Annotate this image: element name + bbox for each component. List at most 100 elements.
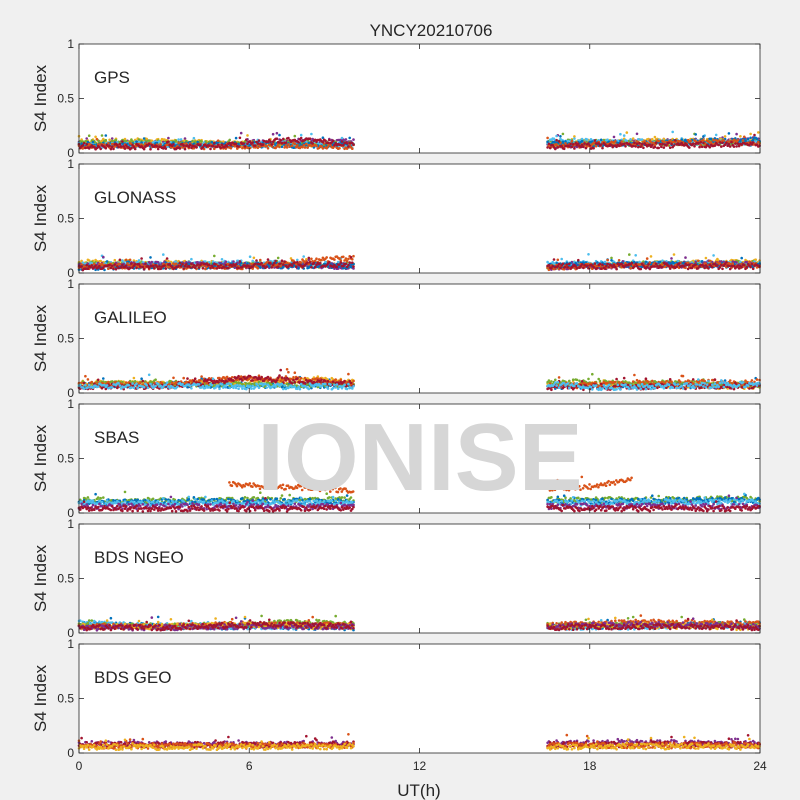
data-point [551, 143, 554, 147]
data-point [698, 145, 701, 149]
data-point [296, 258, 299, 262]
data-point [179, 138, 183, 141]
data-point [127, 263, 131, 267]
data-point [201, 146, 205, 149]
data-point [104, 134, 108, 137]
data-point [266, 147, 270, 150]
data-point [352, 138, 355, 141]
data-point [562, 147, 566, 151]
data-point [279, 265, 283, 268]
data-point [731, 262, 735, 266]
data-point [631, 144, 635, 148]
data-point [714, 133, 718, 137]
data-point [104, 146, 108, 150]
data-point [234, 136, 238, 140]
data-point [708, 259, 712, 263]
data-point [351, 147, 354, 150]
data-point [712, 254, 715, 257]
data-point [720, 145, 723, 148]
data-point [288, 145, 292, 148]
data-point [164, 147, 168, 150]
data-point [588, 144, 592, 147]
data-point [108, 138, 111, 142]
data-point [596, 261, 599, 264]
y-axis-label: S4 Index [31, 64, 50, 132]
data-point [735, 132, 738, 136]
data-point [200, 140, 203, 143]
data-point [102, 255, 105, 259]
data-point [302, 255, 306, 258]
data-point [156, 261, 160, 264]
data-point [585, 138, 589, 141]
data-point [290, 144, 294, 147]
data-point [727, 142, 731, 146]
data-point [349, 265, 353, 269]
data-point [649, 255, 653, 258]
data-point [310, 132, 313, 136]
data-point [118, 262, 122, 266]
data-point [338, 147, 341, 150]
data-point [105, 260, 109, 263]
data-point [684, 256, 687, 259]
data-point [587, 253, 590, 256]
data-point [649, 141, 653, 144]
data-point [182, 144, 185, 147]
data-point [229, 143, 233, 147]
data-point [156, 147, 160, 151]
data-point [688, 146, 691, 149]
data-point [84, 146, 87, 150]
data-point [709, 137, 713, 141]
data-point [216, 139, 220, 142]
data-point [211, 144, 215, 148]
data-point [190, 257, 193, 261]
data-point [631, 137, 635, 140]
data-point [622, 142, 626, 146]
data-point [246, 134, 249, 137]
data-point [250, 262, 253, 266]
data-point [610, 256, 613, 260]
data-point [328, 138, 331, 142]
data-point [708, 145, 712, 149]
data-point [256, 146, 260, 150]
data-point [85, 137, 88, 140]
data-point [577, 142, 580, 146]
data-point [321, 140, 325, 144]
data-point [87, 134, 91, 137]
data-point [259, 258, 262, 262]
data-point [640, 138, 644, 141]
data-point [555, 134, 558, 138]
data-point [234, 142, 238, 145]
data-point [109, 147, 113, 151]
data-point [178, 147, 182, 150]
data-point [191, 139, 194, 143]
data-point [741, 139, 745, 142]
data-point [601, 146, 604, 150]
data-point [639, 145, 643, 148]
data-point [660, 145, 663, 149]
data-point [657, 146, 660, 150]
data-point [689, 139, 692, 143]
data-point [651, 143, 654, 147]
data-point [123, 147, 127, 150]
data-point [657, 139, 660, 143]
data-point [315, 144, 318, 148]
data-point [331, 139, 335, 142]
data-point [238, 136, 242, 140]
data-point [167, 140, 170, 143]
data-point [347, 145, 350, 148]
data-point [315, 257, 318, 261]
data-point [183, 147, 187, 151]
data-point [749, 132, 752, 136]
data-point [308, 137, 312, 140]
data-point [634, 254, 637, 257]
data-point [691, 142, 695, 146]
data-point [637, 138, 640, 141]
data-point [344, 138, 348, 141]
data-point [251, 141, 254, 144]
data-point [749, 136, 752, 140]
data-point [99, 147, 102, 151]
data-point [276, 256, 280, 260]
data-point [325, 256, 329, 259]
data-point [557, 140, 561, 143]
